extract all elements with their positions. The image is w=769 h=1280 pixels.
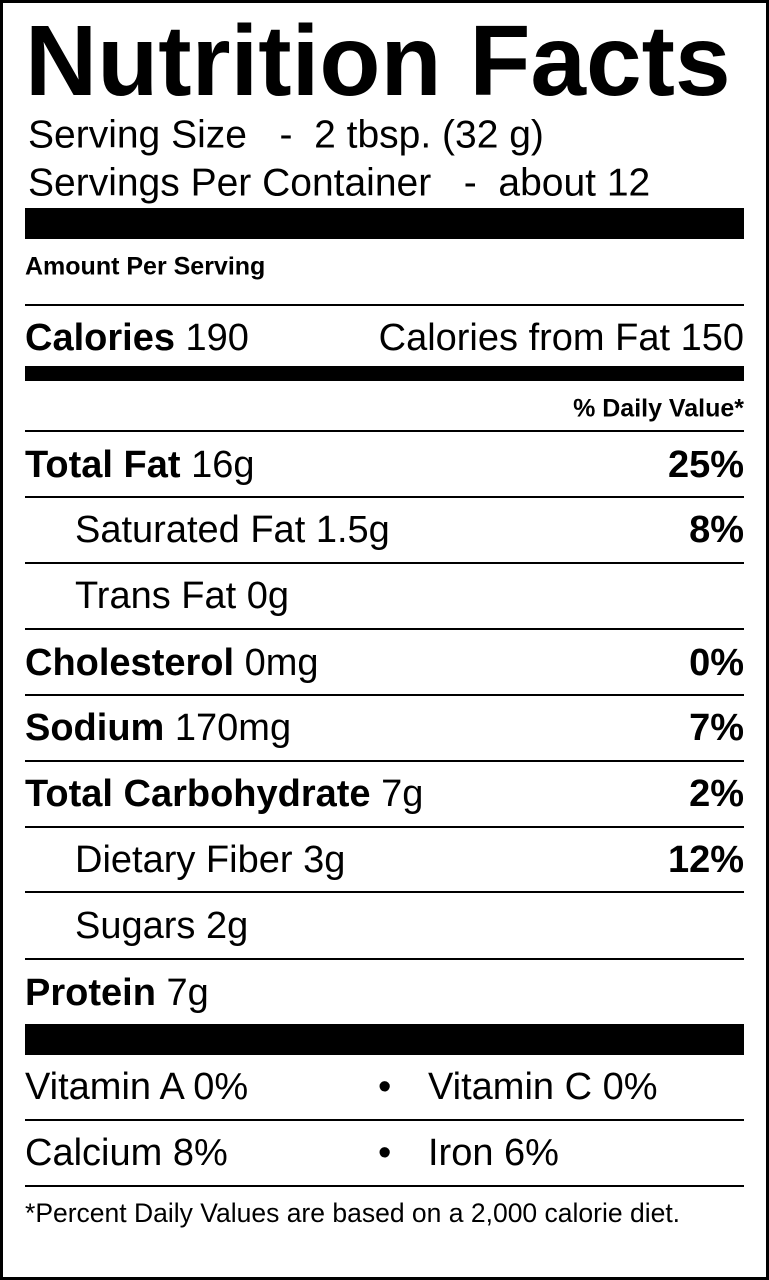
nutrient: Dietary Fiber 3g (75, 841, 345, 879)
name: Calcium (25, 1132, 163, 1174)
calories: Calories 190 (25, 319, 249, 357)
daily-value: 25% (667, 444, 744, 486)
amount: 16g (191, 444, 255, 486)
name: Cholesterol (25, 642, 235, 684)
serving-size: Serving Size - 2 tbsp. (32 g) (28, 116, 544, 155)
divider (25, 891, 744, 893)
name: Sugars (75, 905, 196, 947)
daily-value: 6% (504, 1132, 559, 1174)
bullet: • (378, 1066, 392, 1108)
name: Protein (25, 972, 156, 1014)
amount: 7g (166, 972, 209, 1014)
bullet: • (378, 1132, 392, 1174)
value: 2 tbsp. (32 g) (314, 113, 544, 157)
name: Vitamin C (428, 1066, 593, 1108)
amount: 0mg (244, 642, 319, 684)
thick-bar (25, 208, 744, 239)
daily-value: 0% (689, 642, 744, 684)
name: Total Carbohydrate (25, 773, 371, 815)
vitamin: Calcium 8% (25, 1134, 228, 1172)
label: Serving Size (28, 113, 247, 157)
nutrient: Protein 7g (25, 974, 209, 1012)
divider (25, 826, 744, 828)
name: Saturated Fat (75, 509, 306, 551)
daily-value: 7% (689, 707, 744, 749)
nutrient: Cholesterol 0mg (25, 644, 319, 682)
daily-value: 0% (193, 1066, 249, 1108)
amount: 170mg (174, 707, 292, 749)
daily-value: 8% (689, 509, 744, 551)
amount: 7g (381, 773, 424, 815)
name: Trans Fat (75, 575, 237, 617)
nutrient: Sugars 2g (75, 907, 248, 945)
divider (25, 562, 744, 564)
value: 150 (680, 317, 744, 359)
divider (25, 496, 744, 498)
separator: - (279, 113, 293, 157)
label: Servings Per Container (28, 161, 432, 205)
title: Nutrition Facts (25, 5, 731, 117)
amount: 2g (205, 905, 249, 947)
nutrient: Total Fat 16g (25, 446, 254, 484)
divider (25, 958, 744, 960)
name: Iron (428, 1132, 494, 1174)
nutrient: Sodium 170mg (25, 709, 291, 747)
nutrient: Trans Fat 0g (75, 577, 289, 615)
name: Total Fat (25, 444, 181, 486)
name: Sodium (25, 707, 165, 749)
daily-value: 12% (667, 839, 744, 881)
name: Vitamin A (25, 1066, 183, 1108)
value: about 12 (498, 161, 651, 205)
label: Calories from Fat (378, 317, 671, 359)
amount-per-serving: Amount Per Serving (25, 252, 266, 281)
vitamin: Vitamin C 0% (428, 1068, 658, 1106)
label: Calories (25, 317, 175, 359)
divider (25, 694, 744, 696)
calories-from-fat: Calories from Fat 150 (379, 319, 744, 357)
daily-value: 2% (689, 773, 744, 815)
thick-bar (25, 1024, 744, 1055)
nutrient: Total Carbohydrate 7g (25, 775, 423, 813)
daily-value-header: % Daily Value* (573, 394, 744, 423)
amount: 0g (246, 575, 290, 617)
amount: 3g (303, 839, 346, 881)
divider (25, 760, 744, 762)
daily-value: 8% (172, 1132, 228, 1174)
vitamin: Iron 6% (428, 1134, 559, 1172)
divider (25, 628, 744, 630)
separator: - (463, 161, 477, 205)
servings-per-container: Servings Per Container - about 12 (28, 164, 650, 203)
amount: 1.5g (315, 509, 390, 551)
divider (25, 430, 744, 432)
divider (25, 1119, 744, 1121)
nutrient: Saturated Fat 1.5g (75, 511, 390, 549)
value: 190 (185, 317, 249, 359)
divider (25, 1185, 744, 1187)
daily-value: 0% (602, 1066, 658, 1108)
vitamin: Vitamin A 0% (25, 1068, 248, 1106)
name: Dietary Fiber (75, 839, 293, 881)
thick-bar (25, 366, 744, 381)
divider (25, 304, 744, 306)
footnote: *Percent Daily Values are based on a 2,0… (25, 1198, 681, 1228)
